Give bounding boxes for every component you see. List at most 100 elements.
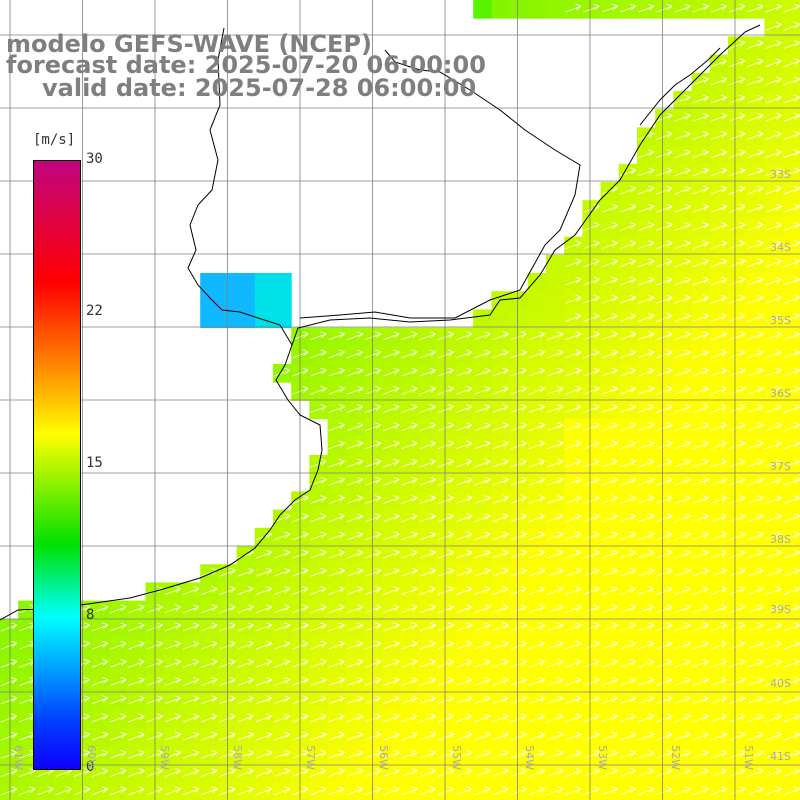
wind-arrow: [747, 677, 764, 686]
wind-arrow: [747, 404, 764, 413]
wind-arrow: [510, 749, 527, 759]
wind-arrow: [710, 349, 728, 359]
wind-arrow: [728, 167, 746, 177]
wind-arrow: [182, 640, 200, 650]
wind-cell: [491, 0, 511, 19]
wind-arrow: [747, 622, 764, 632]
wind-arrow: [747, 240, 764, 250]
wind-arrow: [492, 458, 509, 468]
wind-arrow: [637, 440, 655, 450]
wind-arrow: [346, 677, 364, 686]
wind-arrow: [310, 367, 327, 377]
wind-cell: [527, 291, 547, 310]
wind-arrow: [783, 40, 800, 49]
wind-arrow: [565, 658, 582, 668]
wind-arrow: [656, 185, 673, 195]
wind-arrow: [383, 476, 400, 486]
wind-arrow: [565, 404, 582, 413]
wind-arrow: [455, 586, 473, 595]
wind-arrow: [310, 567, 327, 577]
wind-arrow: [401, 586, 418, 595]
wind-arrow: [346, 622, 364, 632]
wind-arrow: [783, 294, 800, 304]
wind-arrow: [619, 749, 637, 759]
wind-arrow: [110, 677, 127, 686]
wind-arrow: [110, 731, 127, 741]
wind-arrow: [182, 768, 200, 777]
wind-arrow: [237, 567, 254, 577]
wind-arrow: [455, 476, 473, 486]
wind-arrow: [692, 404, 709, 413]
wind-arrow: [437, 658, 455, 668]
wind-arrow: [783, 3, 800, 13]
wind-arrow: [455, 440, 473, 450]
wind-arrow: [619, 604, 637, 614]
wind-arrow: [328, 458, 345, 468]
wind-arrow: [601, 294, 618, 304]
wind-arrow: [419, 586, 436, 595]
wind-arrow: [492, 586, 509, 595]
wind-arrow: [91, 604, 109, 614]
wind-arrow: [656, 367, 673, 377]
wind-arrow: [455, 404, 473, 413]
wind-arrow: [619, 586, 637, 595]
wind-arrow: [783, 167, 800, 177]
wind-arrow: [565, 567, 582, 577]
wind-arrow: [747, 586, 764, 595]
coastline: [0, 24, 761, 621]
wind-arrow: [747, 203, 764, 213]
wind-arrow: [601, 440, 618, 450]
wind-arrow: [364, 713, 382, 723]
wind-arrow: [565, 240, 582, 250]
wind-arrow: [674, 786, 691, 796]
wind-arrow: [765, 768, 782, 777]
wind-arrow: [91, 695, 109, 705]
wind-arrow: [710, 677, 728, 686]
wind-arrow: [455, 422, 473, 432]
wind-arrow: [328, 786, 345, 796]
wind-arrow: [656, 640, 673, 650]
wind-arrow: [692, 749, 709, 759]
wind-arrow: [765, 112, 782, 122]
wind-arrow: [692, 440, 709, 450]
wind-arrow: [437, 404, 455, 413]
wind-arrow: [364, 513, 382, 523]
wind-arrow: [583, 604, 600, 614]
wind-arrow: [637, 549, 655, 559]
wind-arrow: [710, 440, 728, 450]
wind-arrow: [310, 349, 327, 359]
wind-arrow: [419, 604, 436, 614]
wind-arrow: [637, 695, 655, 705]
wind-arrow: [510, 422, 527, 432]
wind-arrow: [237, 731, 254, 741]
wind-arrow: [401, 513, 418, 523]
wind-arrow: [601, 458, 618, 468]
wind-arrow: [619, 731, 637, 741]
wind-arrow: [656, 458, 673, 468]
wind-arrow: [765, 495, 782, 504]
wind-arrow: [310, 640, 327, 650]
wind-arrow: [656, 531, 673, 541]
wind-arrow: [455, 786, 473, 796]
colorbar-label: 15: [86, 455, 103, 471]
wind-arrow: [747, 476, 764, 486]
wind-arrow: [492, 349, 509, 359]
wind-arrow: [692, 167, 709, 177]
wind-arrow: [728, 240, 746, 250]
wind-arrow: [0, 731, 18, 741]
wind-arrow: [747, 440, 764, 450]
wind-arrow: [528, 385, 546, 395]
wind-arrow: [692, 185, 709, 195]
wind-arrow: [765, 167, 782, 177]
wind-arrow: [492, 495, 509, 504]
wind-arrow: [728, 185, 746, 195]
wind-arrow: [0, 713, 18, 723]
wind-arrow: [19, 768, 36, 777]
wind-arrow: [383, 640, 400, 650]
wind-arrow: [765, 677, 782, 686]
wind-arrow: [128, 658, 145, 668]
wind-arrow: [692, 586, 709, 595]
wind-cell: [200, 309, 219, 329]
wind-arrow: [364, 404, 382, 413]
